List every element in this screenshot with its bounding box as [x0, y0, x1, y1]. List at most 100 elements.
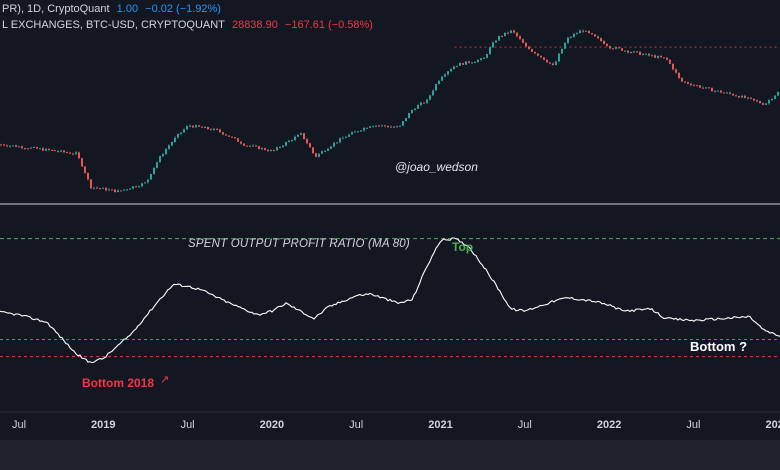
candle-body — [639, 51, 641, 55]
candle-body — [261, 148, 263, 150]
candle-body — [774, 95, 776, 99]
candle-body — [144, 182, 146, 184]
candle-body — [462, 63, 464, 65]
candle-body — [357, 131, 359, 133]
candle-body — [735, 95, 737, 97]
x-tick-label: 2023 — [765, 419, 780, 431]
candle-body — [9, 145, 11, 147]
candle-body — [264, 148, 266, 151]
candle-body — [327, 148, 329, 151]
candle-body — [153, 167, 155, 174]
candle-body — [234, 137, 236, 139]
candle-body — [699, 85, 701, 88]
candle-body — [477, 59, 479, 62]
candle-body — [303, 133, 305, 140]
candle-body — [765, 103, 767, 105]
candle-body — [741, 95, 743, 98]
candle-body — [675, 69, 677, 73]
candle-body — [18, 146, 20, 148]
candle-body — [375, 125, 377, 127]
candle-body — [405, 118, 407, 122]
candle-body — [396, 126, 398, 128]
candle-body — [312, 147, 314, 154]
candle-body — [258, 146, 260, 150]
x-tick-label: Jul — [11, 419, 27, 431]
x-tick-label: 2022 — [596, 419, 622, 431]
candle-body — [705, 87, 707, 89]
candle-body — [591, 32, 593, 35]
candle-body — [342, 137, 344, 139]
candle-body — [102, 187, 104, 189]
candle-body — [567, 37, 569, 43]
candle-body — [384, 125, 386, 127]
candle-body — [507, 32, 509, 34]
candle-body — [159, 156, 161, 163]
candle-body — [483, 57, 485, 59]
candle-body — [330, 146, 332, 149]
candle-body — [696, 85, 698, 87]
candle-body — [216, 128, 218, 130]
candle-body — [708, 87, 710, 89]
candle-body — [318, 153, 320, 157]
x-tick-label: Jul — [349, 419, 364, 431]
candle-body — [201, 126, 203, 128]
candle-body — [84, 166, 86, 173]
candle-body — [135, 186, 137, 188]
candle-body — [777, 92, 779, 96]
candle-body — [210, 129, 212, 131]
header-symbol-1: PR), 1D, CryptoQuant — [2, 3, 110, 15]
candle-body — [267, 150, 269, 152]
x-tick-label: 2021 — [428, 419, 453, 431]
candle-body — [756, 100, 758, 102]
candle-body — [678, 72, 680, 79]
candle-body — [165, 149, 167, 155]
candle-body — [534, 51, 536, 54]
candle-body — [24, 148, 26, 150]
candle-body — [63, 150, 65, 153]
indicator-title: SPENT OUTPUT PROFIT RATIO (MA 80) — [188, 238, 410, 250]
candle-body — [576, 33, 578, 35]
candle-body — [546, 59, 548, 63]
candle-body — [138, 186, 140, 188]
annotation-bottom-2018: Bottom 2018 — [82, 376, 155, 390]
candle-body — [282, 145, 284, 147]
candle-body — [510, 30, 512, 34]
candle-body — [0, 144, 2, 146]
candle-body — [243, 143, 245, 146]
candle-body — [540, 55, 542, 58]
candle-body — [720, 90, 722, 93]
candle-body — [21, 146, 23, 149]
candle-body — [771, 98, 773, 101]
candle-body — [240, 141, 242, 144]
sopr-series-line — [0, 237, 780, 364]
candle-body — [105, 187, 107, 191]
candle-body — [369, 126, 371, 128]
candle-body — [90, 179, 92, 189]
candle-body — [183, 129, 185, 133]
candle-body — [390, 126, 392, 128]
candle-body — [447, 71, 449, 75]
candle-body — [465, 61, 467, 65]
candle-body — [648, 53, 650, 56]
candle-body — [285, 142, 287, 146]
candle-body — [300, 133, 302, 135]
candle-body — [669, 59, 671, 64]
candle-body — [588, 30, 590, 33]
candle-body — [348, 134, 350, 137]
candle-body — [345, 136, 347, 138]
candle-body — [585, 30, 587, 32]
candle-body — [522, 39, 524, 43]
candle-body — [423, 102, 425, 104]
candle-body — [687, 82, 689, 84]
candle-body — [732, 93, 734, 96]
header-line-1: PR), 1D, CryptoQuant 1.00 −0.02 (−1.92%) — [2, 3, 225, 15]
candle-body — [255, 145, 257, 147]
candle-body — [252, 145, 254, 147]
candle-body — [492, 42, 494, 48]
candle-body — [111, 189, 113, 191]
candle-body — [609, 45, 611, 49]
header-change-1: −0.02 (−1.92%) — [145, 3, 221, 15]
candle-body — [33, 147, 35, 149]
candle-body — [246, 145, 248, 147]
candle-body — [486, 54, 488, 58]
